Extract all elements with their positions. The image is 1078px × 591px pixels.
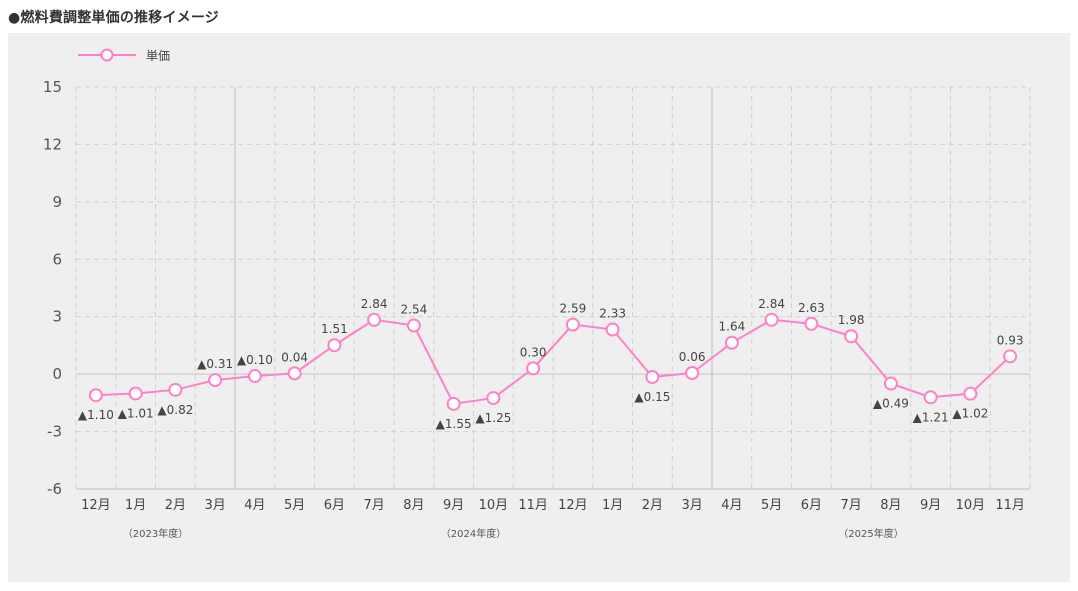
data-label: ▲0.31 — [197, 357, 233, 371]
data-label: ▲1.02 — [952, 407, 988, 421]
data-label: ▲1.55 — [436, 417, 472, 431]
data-point — [1003, 349, 1018, 364]
data-label: 2.54 — [401, 303, 428, 317]
y-tick-label: 6 — [52, 250, 62, 268]
x-tick-label: 10月 — [479, 498, 509, 513]
data-point — [168, 382, 183, 397]
x-tick-label: 12月 — [558, 498, 588, 513]
data-point — [844, 329, 859, 344]
y-tick-label: -3 — [47, 423, 62, 441]
series-line — [88, 312, 1018, 411]
fiscal-year-label: （2023年度） — [123, 527, 188, 540]
data-label: ▲0.82 — [157, 403, 193, 417]
y-tick-label: 9 — [52, 193, 62, 211]
line-chart: -6 -3 0 3 6 9 12 15 12月 1月 2月 3月 4月 5月 6月 7月 8月 9月 10月 11月… — [43, 48, 1031, 540]
fiscal-year-label: （2024年度） — [441, 527, 506, 540]
y-tick-label: 0 — [52, 365, 62, 383]
page-title: ●燃料費調整単価の推移イメージ — [8, 10, 219, 26]
data-point — [685, 365, 700, 380]
data-label: 2.59 — [560, 302, 587, 316]
data-point — [406, 318, 421, 333]
data-point — [923, 390, 938, 405]
grid-lines — [75, 86, 1031, 490]
data-label: ▲0.15 — [634, 390, 670, 404]
data-label: 2.84 — [758, 297, 785, 311]
y-tick-label: -6 — [47, 480, 62, 498]
data-point — [804, 316, 819, 331]
x-tick-label: 4月 — [721, 498, 742, 513]
data-label: ▲1.10 — [78, 408, 114, 422]
data-point — [446, 396, 461, 411]
data-point — [963, 386, 978, 401]
data-label: 2.33 — [599, 307, 626, 321]
y-tick-label: 15 — [43, 78, 62, 96]
fiscal-year-label: （2025年度） — [838, 527, 903, 540]
x-tick-label: 8月 — [880, 498, 901, 513]
x-tick-label: 6月 — [801, 498, 822, 513]
x-tick-label: 5月 — [761, 498, 782, 513]
legend-marker — [100, 48, 114, 62]
x-tick-label: 11月 — [518, 498, 548, 513]
x-tick-label: 1月 — [602, 498, 623, 513]
x-tick-label: 7月 — [363, 498, 384, 513]
data-label: 0.04 — [281, 350, 308, 364]
data-label: 1.64 — [719, 320, 746, 334]
data-label: 0.30 — [520, 345, 547, 359]
data-point — [367, 312, 382, 327]
y-tick-label: 3 — [52, 308, 62, 326]
data-point — [208, 373, 223, 388]
x-tick-label: 2月 — [165, 498, 186, 513]
data-point — [128, 386, 143, 401]
data-label: 1.51 — [321, 322, 348, 336]
data-label: 0.06 — [679, 350, 706, 364]
data-point — [565, 317, 580, 332]
data-point — [764, 312, 779, 327]
data-point — [287, 366, 302, 381]
data-point — [724, 335, 739, 350]
data-label: 0.93 — [997, 333, 1024, 347]
x-tick-label: 3月 — [204, 498, 225, 513]
x-tick-label: 5月 — [284, 498, 305, 513]
x-tick-label: 8月 — [403, 498, 424, 513]
y-axis: -6 -3 0 3 6 9 12 15 — [43, 78, 62, 498]
x-tick-label: 9月 — [920, 498, 941, 513]
x-tick-label: 7月 — [840, 498, 861, 513]
data-label: 2.84 — [361, 297, 388, 311]
x-tick-label: 6月 — [324, 498, 345, 513]
data-label: ▲1.01 — [118, 406, 154, 420]
y-tick-label: 12 — [43, 135, 62, 153]
data-point — [605, 322, 620, 337]
data-label: ▲0.49 — [873, 397, 909, 411]
data-point — [526, 361, 541, 376]
x-tick-label: 4月 — [244, 498, 265, 513]
x-axis: 12月 1月 2月 3月 4月 5月 6月 7月 8月 9月 10月 11月 12月 1月 2月 3月 4月 5月… — [81, 498, 1025, 540]
data-label: ▲1.25 — [475, 411, 511, 425]
x-tick-label: 9月 — [443, 498, 464, 513]
data-point — [486, 391, 501, 406]
data-label: 2.63 — [798, 301, 825, 315]
data-point — [247, 369, 262, 384]
data-point — [645, 370, 660, 385]
data-point — [88, 388, 103, 403]
legend-label: 単価 — [146, 49, 170, 63]
data-label: ▲0.10 — [237, 353, 273, 367]
data-label: ▲1.21 — [913, 410, 949, 424]
data-label: 1.98 — [838, 313, 865, 327]
legend: 単価 — [78, 48, 170, 63]
x-tick-label: 3月 — [681, 498, 702, 513]
x-tick-label: 11月 — [995, 498, 1025, 513]
x-tick-label: 12月 — [81, 498, 111, 513]
data-point — [883, 376, 898, 391]
x-tick-label: 10月 — [956, 498, 986, 513]
data-point — [327, 338, 342, 353]
data-labels: ▲1.10 ▲1.01 ▲0.82 ▲0.31 ▲0.10 0.04 1.51 2.84 2.5… — [78, 297, 1024, 431]
chart-panel: -6 -3 0 3 6 9 12 15 12月 1月 2月 3月 4月 5月 6月 7月 8月 9月 10月 11月… — [8, 33, 1070, 582]
x-tick-label: 1月 — [125, 498, 146, 513]
x-tick-label: 2月 — [642, 498, 663, 513]
